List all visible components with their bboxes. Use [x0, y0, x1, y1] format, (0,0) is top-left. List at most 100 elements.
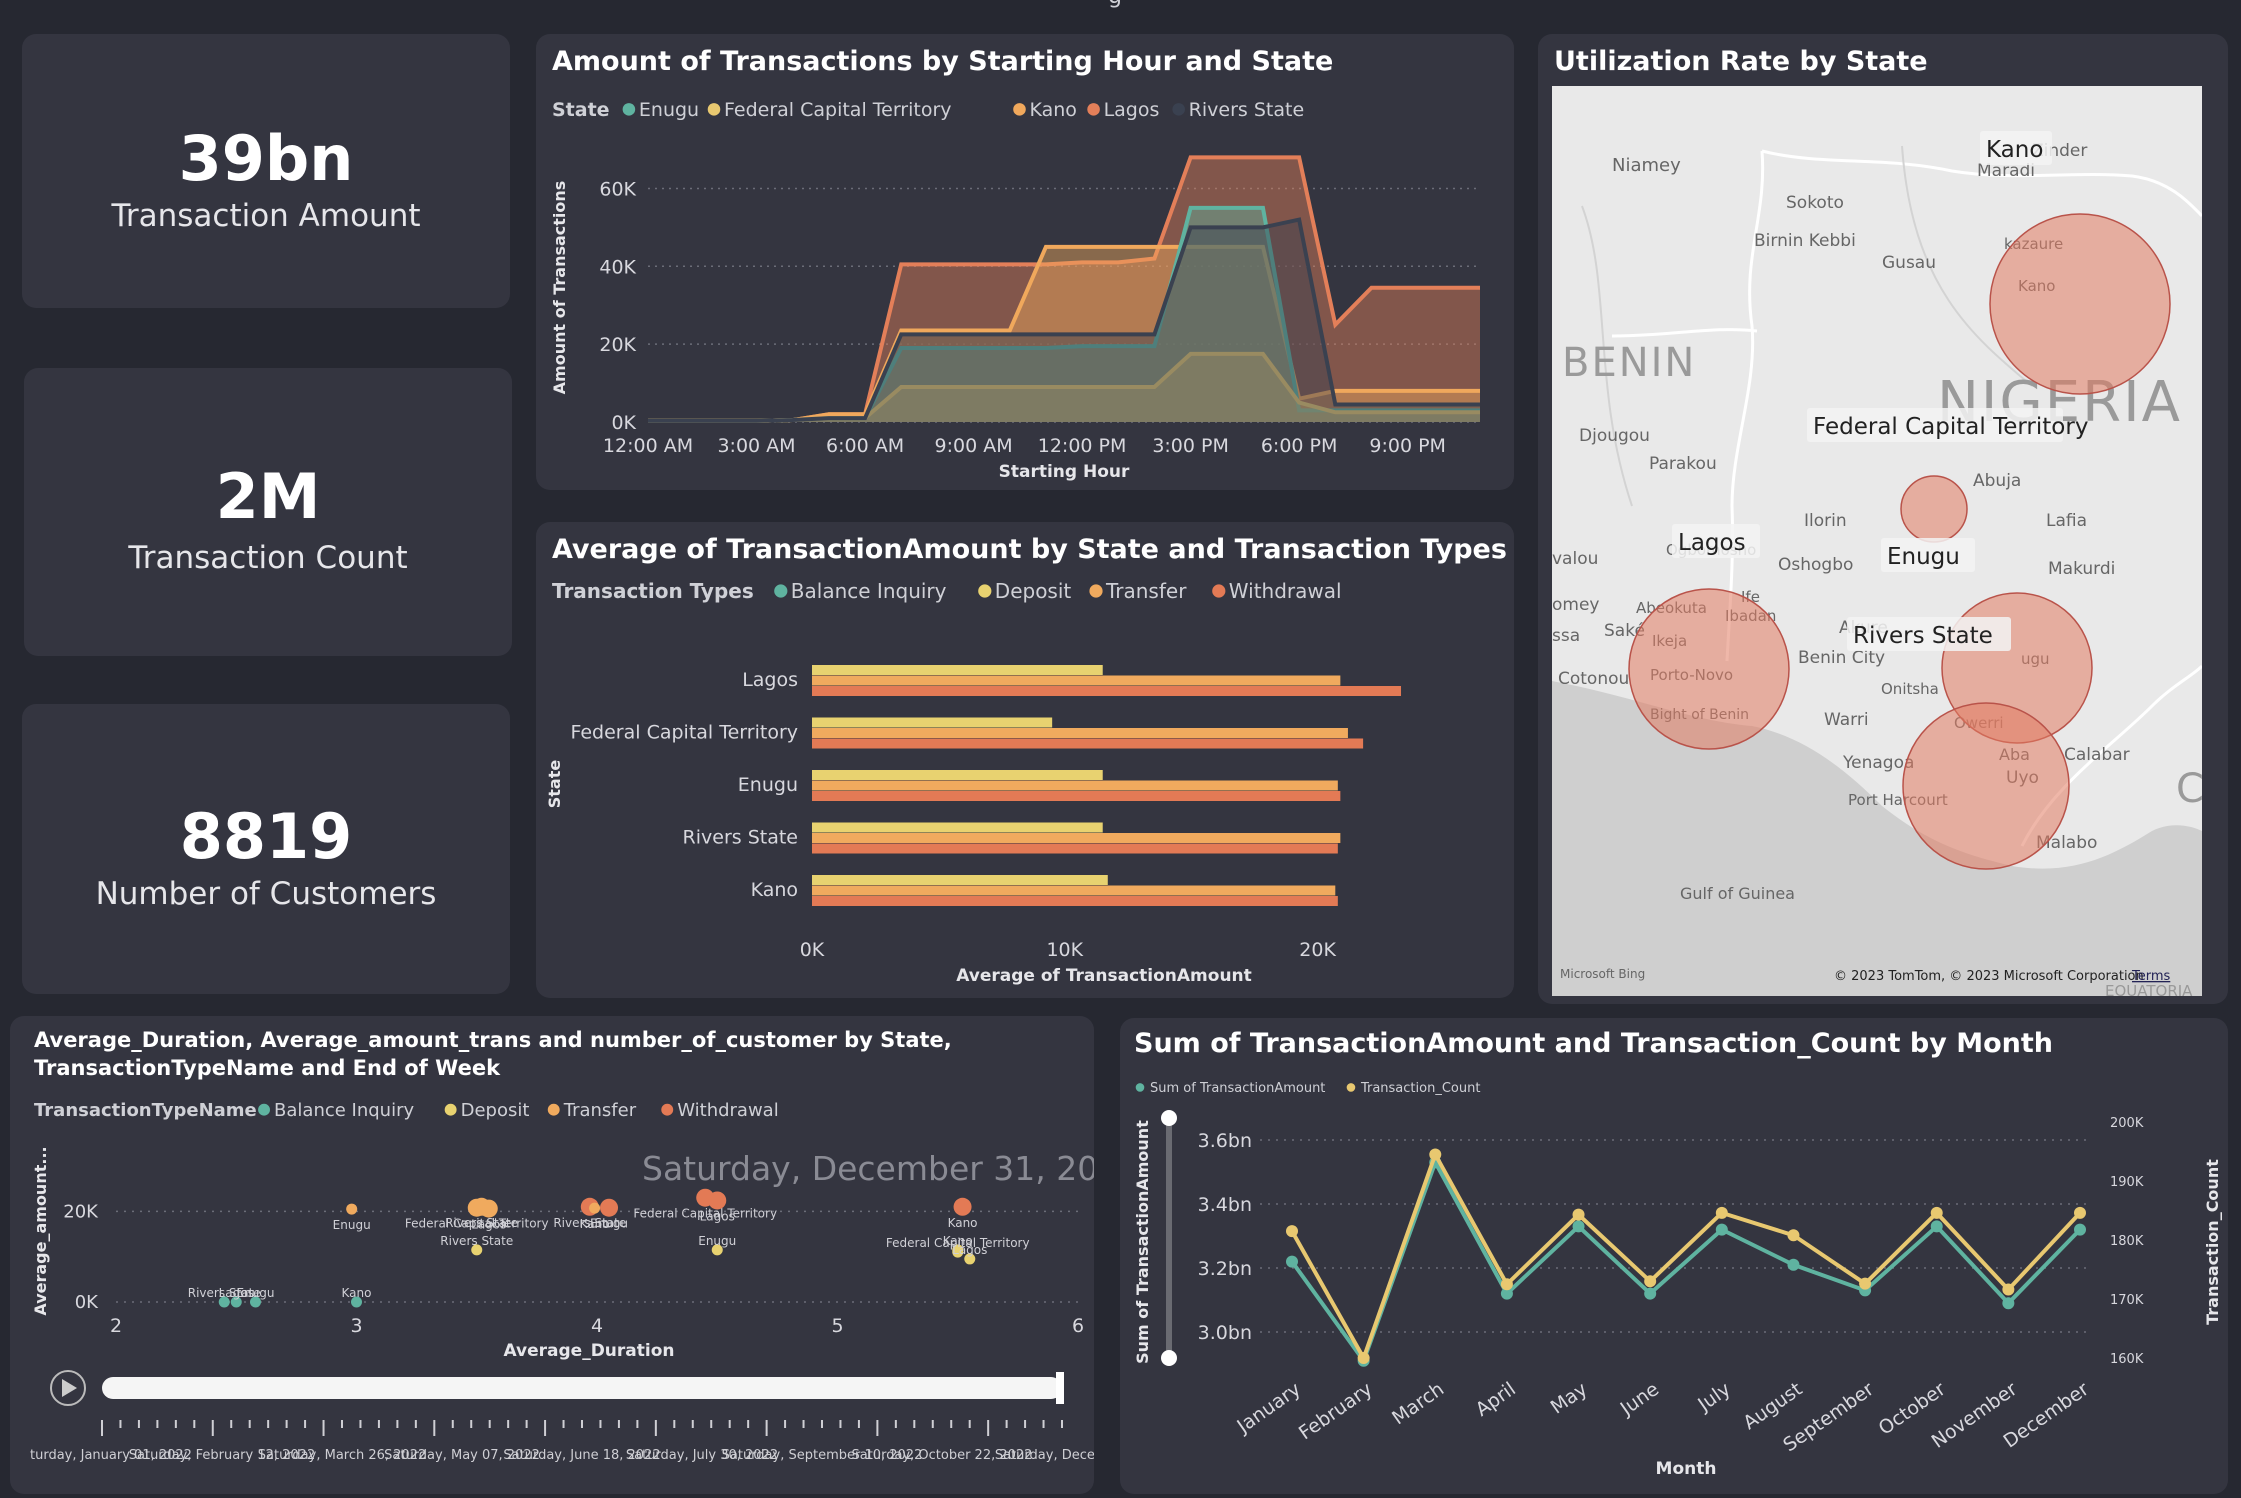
series-line-rivers-state	[648, 217, 1480, 423]
scatter-point[interactable]	[351, 1296, 362, 1308]
bar-deposit	[812, 822, 1103, 833]
point-label: Lagos	[700, 1209, 735, 1223]
axis-slider-handle[interactable]	[1161, 1110, 1177, 1126]
data-point	[2002, 1297, 2015, 1310]
data-point	[1357, 1352, 1370, 1364]
y2-tick-label: 170K	[2110, 1293, 2144, 1308]
legend-item[interactable]: Deposit	[978, 579, 1071, 603]
timeline-label: Saturday, June 18, 2022	[503, 1448, 660, 1463]
y2-tick-label: 190K	[2110, 1175, 2144, 1190]
legend-label: Lagos	[1104, 99, 1160, 121]
chart-title: Average of TransactionAmount by State an…	[552, 534, 1507, 565]
legend-item[interactable]: Transfer	[1089, 579, 1187, 603]
scatter-point[interactable]	[471, 1244, 483, 1256]
timeline-handle[interactable]	[1056, 1372, 1064, 1404]
scatter-point[interactable]	[218, 1296, 230, 1308]
legend-item[interactable]: Transfer	[547, 1100, 637, 1121]
legend-item[interactable]: Balance Inquiry	[774, 579, 947, 603]
y-tick-label: 40K	[599, 256, 636, 278]
bar-transfer	[812, 728, 1348, 738]
data-point	[2074, 1206, 2086, 1219]
terms-link[interactable]: Terms	[2131, 969, 2171, 984]
line-chart[interactable]: Sum of TransactionAmount Transaction_Coun…	[1120, 1018, 2228, 1494]
scatter-point[interactable]	[953, 1197, 972, 1216]
place-name: Yenagoa	[1842, 753, 1914, 773]
scatter-point[interactable]	[711, 1244, 723, 1256]
kpi-card-transaction-count: 2M Transaction Count	[24, 368, 512, 656]
x-tick-label: January	[1232, 1378, 1304, 1438]
x-tick-label: 6	[1072, 1315, 1084, 1337]
legend-marker	[547, 1103, 560, 1116]
area-chart-panel[interactable]: Amount of Transactions by Starting Hour …	[536, 34, 1514, 490]
scatter-point[interactable]	[249, 1296, 261, 1308]
map-label: Rivers State	[1853, 623, 1993, 649]
area-chart[interactable]: State Enugu Federal Capital Territory Kano L…	[536, 34, 1514, 490]
legend-marker	[444, 1103, 457, 1116]
legend-item[interactable]: Enugu	[622, 99, 699, 121]
place-name: Gulf of Guinea	[1680, 884, 1795, 903]
legend-label: Rivers State	[1189, 99, 1304, 121]
legend-item[interactable]: Deposit	[444, 1100, 530, 1121]
kpi-label: Transaction Count	[128, 540, 408, 576]
legend-item[interactable]: Federal Capital Territory	[707, 99, 952, 121]
legend-item[interactable]: Lagos	[1087, 99, 1159, 121]
scatter-point[interactable]	[479, 1199, 498, 1218]
play-button[interactable]	[50, 1370, 86, 1406]
place-name: Warri	[1824, 710, 1869, 730]
scatter-panel[interactable]: Average_Duration, Average_amount_trans a…	[10, 1016, 1094, 1494]
point-label: Rivers State	[188, 1286, 261, 1300]
place-name: ssa	[1552, 626, 1580, 646]
legend-item[interactable]: Rivers State	[1172, 99, 1304, 121]
bar-chart-panel[interactable]: Average of TransactionAmount by State an…	[536, 522, 1514, 998]
legend-item[interactable]: Sum of TransactionAmount	[1135, 1081, 1326, 1096]
bing-logo: Microsoft Bing	[1560, 967, 1645, 981]
data-point	[1787, 1258, 1800, 1271]
place-name: Niamey	[1612, 155, 1681, 176]
place-name: Makurdi	[2048, 559, 2115, 579]
legend-marker	[1346, 1083, 1356, 1092]
y2-tick-label: 180K	[2110, 1234, 2144, 1249]
axis-slider-handle[interactable]	[1161, 1350, 1177, 1366]
x-tick-label: 3:00 PM	[1152, 435, 1229, 457]
place-name: Djougou	[1579, 426, 1650, 446]
scatter-point[interactable]	[952, 1246, 964, 1258]
x-tick-label: 9:00 PM	[1369, 435, 1446, 457]
bar-withdrawal	[812, 791, 1341, 801]
kpi-card-number-of-customers: 8819 Number of Customers	[22, 704, 510, 994]
legend-item[interactable]: Balance Inquiry	[258, 1100, 415, 1121]
map-label: Enugu	[1887, 544, 1960, 570]
x-tick-label: 9:00 AM	[935, 435, 1013, 457]
scatter-point[interactable]	[230, 1296, 242, 1308]
scatter-point[interactable]	[708, 1191, 727, 1210]
scatter-point[interactable]	[600, 1198, 619, 1217]
legend-marker	[1172, 103, 1185, 116]
scatter-point[interactable]	[589, 1202, 601, 1214]
legend-item[interactable]: Kano	[1013, 99, 1077, 121]
line-chart-panel[interactable]: Sum of TransactionAmount and Transaction…	[1120, 1018, 2228, 1494]
point-label: Enugu	[236, 1286, 274, 1300]
bar-transfer	[812, 885, 1336, 896]
legend-item[interactable]: Withdrawal	[1212, 579, 1342, 603]
bar-withdrawal	[812, 686, 1402, 696]
bar-transfer	[812, 833, 1341, 843]
y-tick-label: 60K	[599, 178, 636, 200]
map-label: Federal Capital Territory	[1813, 414, 2088, 440]
bar-chart[interactable]: Transaction Types Balance Inquiry Deposit T…	[536, 522, 1514, 998]
timeline-slider[interactable]	[102, 1377, 1062, 1399]
y-tick-label: 3.0bn	[1198, 1322, 1252, 1344]
kpi-value: 2M	[215, 460, 321, 533]
map-bubble-federal-capital-territory	[1900, 475, 1968, 543]
scatter-point[interactable]	[964, 1253, 976, 1265]
x-axis-label: Month	[1656, 1459, 1717, 1479]
legend-item[interactable]: Withdrawal	[661, 1100, 779, 1121]
legend-item[interactable]: Transaction_Count	[1346, 1081, 1481, 1096]
legend-marker	[258, 1103, 270, 1116]
scatter-chart[interactable]: TransactionTypeName Balance Inquiry Deposi…	[10, 1016, 1094, 1494]
scatter-point[interactable]	[346, 1203, 358, 1215]
play-icon	[62, 1379, 77, 1397]
place-name: Parakou	[1649, 454, 1717, 474]
data-point	[1930, 1220, 1943, 1233]
x-tick-label: 20K	[1299, 939, 1336, 961]
map-panel[interactable]: Utilization Rate by State Niamey Maradi Zi…	[1538, 34, 2228, 1004]
